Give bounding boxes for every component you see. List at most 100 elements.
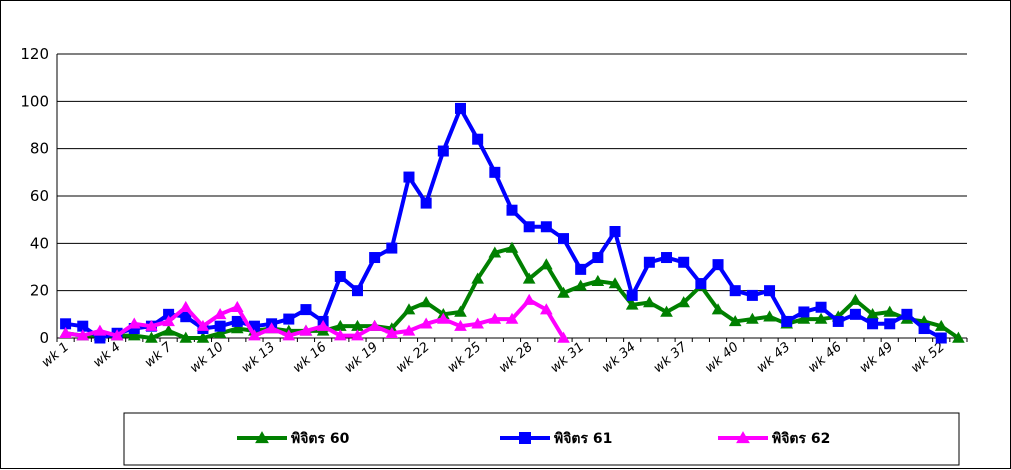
data-point [934, 319, 948, 331]
data-point [230, 300, 244, 312]
data-point [283, 313, 295, 325]
data-point [661, 252, 673, 264]
legend-label: พิจิตร 61 [554, 431, 612, 447]
data-point [575, 263, 587, 275]
legend-marker [519, 432, 531, 444]
data-point [248, 320, 260, 332]
x-tick-label: wk 10 [187, 340, 226, 376]
data-point [351, 329, 364, 341]
data-point [454, 319, 467, 331]
x-tick-label: wk 34 [599, 340, 638, 376]
data-point [59, 326, 72, 339]
data-point [299, 324, 313, 336]
data-point [832, 315, 844, 327]
x-tick-label: wk 4 [91, 340, 124, 371]
data-point [300, 304, 312, 316]
data-point [849, 293, 862, 305]
x-tick-label: wk 43 [754, 340, 793, 376]
legend-label: พิจิตร 60 [291, 431, 350, 447]
y-tick-label: 80 [30, 140, 49, 158]
data-point [660, 305, 673, 317]
data-point [540, 303, 553, 315]
data-point [763, 310, 776, 322]
data-point [728, 315, 742, 327]
data-point [162, 315, 175, 327]
data-point [918, 323, 930, 335]
data-point [402, 303, 416, 315]
data-point [625, 298, 639, 310]
data-point [695, 278, 707, 290]
data-point [385, 326, 399, 339]
x-tick-label: wk 16 [290, 340, 329, 376]
series-3 [59, 293, 570, 343]
data-point [764, 285, 776, 297]
data-point [386, 242, 398, 254]
x-tick-label: wk 7 [142, 339, 176, 371]
data-point [231, 315, 243, 327]
data-point [471, 272, 484, 284]
data-point [145, 319, 158, 331]
x-tick-label: wk 40 [702, 340, 741, 376]
data-point [678, 256, 690, 268]
data-point [213, 326, 227, 339]
data-point [798, 306, 810, 318]
data-point [127, 317, 141, 329]
data-point [711, 303, 725, 315]
data-point [952, 331, 965, 343]
x-tick-label: wk 31 [548, 340, 587, 376]
data-point [488, 246, 502, 258]
x-tick-label: wk 52 [908, 340, 947, 376]
data-point [558, 233, 570, 245]
data-point [163, 308, 175, 320]
y-tick-label: 20 [30, 282, 49, 300]
y-tick-label: 120 [20, 45, 49, 63]
data-point [127, 329, 141, 341]
data-point [369, 252, 381, 264]
data-point [419, 296, 433, 308]
data-point [489, 166, 501, 178]
data-point [522, 293, 536, 305]
legend-item-1: พิจิตร 60 [237, 431, 350, 447]
data-point [557, 286, 570, 298]
data-point [351, 285, 363, 297]
data-point [592, 252, 604, 264]
data-point [884, 318, 896, 330]
y-axis-tick-labels: 0 20 40 60 80 100 120 [20, 45, 49, 347]
data-point [867, 318, 879, 330]
data-point [523, 221, 535, 233]
data-point [609, 226, 621, 237]
legend: พิจิตร 60 พิจิตร 61 พิจิตร 62 [123, 412, 960, 466]
data-point [402, 324, 416, 336]
data-point [643, 296, 656, 308]
legend-item-3: พิจิตร 62 [718, 431, 830, 447]
data-point [608, 277, 622, 289]
data-point [110, 329, 124, 341]
data-point [351, 319, 364, 331]
data-point [505, 312, 519, 324]
data-point [505, 241, 519, 253]
data-point [334, 270, 346, 282]
data-point [94, 332, 106, 344]
data-point [316, 319, 330, 331]
data-point [420, 197, 432, 209]
data-point [196, 331, 210, 343]
data-point [179, 331, 193, 343]
data-point [265, 322, 278, 334]
data-point [746, 289, 758, 301]
data-point [591, 274, 605, 286]
data-point [454, 102, 466, 114]
data-point [213, 308, 227, 320]
data-point [248, 329, 261, 341]
data-point [815, 301, 827, 313]
data-point [436, 312, 450, 324]
legend-marker [736, 431, 750, 444]
y-tick-label: 0 [39, 329, 49, 347]
data-point [626, 289, 638, 301]
data-point [180, 311, 192, 323]
data-point [403, 171, 415, 183]
data-point [797, 312, 811, 324]
data-point [677, 296, 691, 308]
data-point [93, 324, 107, 336]
y-tick-label: 60 [30, 187, 49, 205]
data-point [145, 331, 158, 343]
